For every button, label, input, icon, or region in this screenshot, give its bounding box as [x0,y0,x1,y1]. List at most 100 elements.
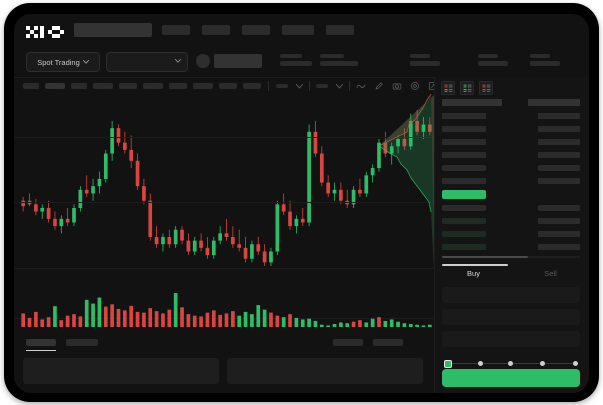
orderbook-ask-row-4-price[interactable] [442,152,486,158]
bottom-panel-left[interactable] [23,358,219,384]
nav-item-5[interactable] [326,25,354,35]
candle-body [383,142,388,154]
orderbook-bid-row-2-price[interactable] [442,218,486,224]
orderbook-ask-row-1-size[interactable] [538,113,580,119]
orderbook-ask-row-2-price[interactable] [442,126,486,132]
percent-slider[interactable] [444,359,578,368]
buy-submit-button[interactable] [442,369,580,387]
orderbook-bid-row-1-price[interactable] [442,205,486,211]
percent-stop-100[interactable] [572,360,578,366]
interval-chip-9[interactable] [219,83,237,89]
volume-bar [180,307,184,327]
orderbook-bid-row-1-size[interactable] [538,205,580,211]
orderbook-ask-row-1-price[interactable] [442,113,486,119]
candle-body [78,189,83,208]
orderbook-mode-asks[interactable] [479,81,493,95]
interval-chip-6[interactable] [143,83,163,89]
order-type-field[interactable] [442,287,580,303]
percent-slider-handle[interactable] [444,359,452,368]
interval-chip-8[interactable] [193,83,213,89]
orderbook-header-size [528,99,580,106]
interval-chip-2[interactable] [45,83,65,89]
spot-trading-dropdown[interactable]: Spot Trading [26,52,100,72]
orderbook-ask-row-2-size[interactable] [538,126,580,132]
indicator-wave-icon[interactable] [356,81,366,91]
pair-name-label[interactable] [214,54,262,68]
interval-chip-7[interactable] [169,83,187,89]
pair-select-dropdown[interactable] [106,52,188,72]
volume-bar [300,319,305,327]
candle-body [218,233,222,241]
tab-assets[interactable] [333,339,363,346]
gridline-2 [14,202,435,204]
nav-item-1[interactable] [162,25,190,35]
orderbook-bid-row-4-size[interactable] [538,244,580,250]
nav-item-3[interactable] [242,25,270,35]
volume-bar [339,322,343,327]
orderbook-bid-row-3-size[interactable] [538,231,580,237]
chevron-down-icon[interactable] [296,84,303,89]
volume-bar [231,311,235,327]
stat-last-price-value [280,61,312,66]
orderbook-ask-row-5-size[interactable] [538,165,580,171]
orderbook[interactable] [435,99,589,259]
interval-chip-3[interactable] [71,83,87,89]
orderbook-ask-row-3-size[interactable] [538,139,580,145]
interval-chip-4[interactable] [93,83,113,89]
orderbook-ask-row-6-price[interactable] [442,178,486,184]
amount-field[interactable] [442,331,580,347]
search-input[interactable] [74,23,152,37]
volume-bar [408,323,413,327]
chart-type-icon[interactable] [316,84,328,88]
orderbook-mode-bids[interactable] [460,81,474,95]
orderbook-mode-both[interactable] [441,81,455,95]
percent-stop-25[interactable] [477,360,483,366]
pencil-icon[interactable] [374,81,384,91]
camera-icon[interactable] [392,81,402,91]
percent-stop-50[interactable] [508,360,514,366]
bottom-panel-right[interactable] [227,358,423,384]
interval-chip-1[interactable] [23,83,39,89]
orderbook-ask-row-3-price[interactable] [442,139,486,145]
candle-body [211,240,216,256]
candle-body [46,207,51,219]
orderbook-ask-row-5-price[interactable] [442,165,486,171]
candle-body [396,139,400,147]
candle-body [224,233,229,237]
tab-tools[interactable] [373,339,403,346]
orderbook-bid-row-2-size[interactable] [538,218,580,224]
candle-body [167,236,172,245]
tab-order-history[interactable] [66,339,98,346]
interval-dropdown-icon[interactable] [276,84,288,88]
volume-bar [192,315,197,327]
volume-bar [116,308,121,327]
interval-chip-5[interactable] [119,83,137,89]
orderbook-scroll-thumb[interactable] [442,256,528,258]
interval-chip-10[interactable] [243,83,261,89]
okx-logo[interactable] [26,25,64,38]
candle-body [84,189,89,194]
price-field[interactable] [442,309,580,325]
orderbook-spread-row[interactable] [442,190,486,199]
depth-bid-line [379,145,432,213]
order-entry-form [435,285,589,393]
orderbook-bid-row-4-price[interactable] [442,244,486,250]
nav-item-2[interactable] [202,25,230,35]
percent-stop-75[interactable] [540,360,546,366]
nav-item-4[interactable] [282,25,314,35]
settings-gear-icon[interactable] [410,81,420,91]
orderbook-bid-row-3-price[interactable] [442,231,486,237]
price-chart[interactable] [14,94,435,335]
tab-open-orders[interactable] [26,339,56,346]
candle-body [148,200,153,237]
orderbook-scrollbar[interactable] [442,256,580,258]
chevron-down-icon[interactable] [336,84,343,89]
orderbook-ask-row-4-size[interactable] [538,152,580,158]
volume-bar [237,315,242,327]
candle-body [250,244,254,259]
volume-bar [351,321,356,327]
orderbook-ask-row-6-size[interactable] [538,178,580,184]
tab-buy[interactable]: Buy [467,269,480,278]
volume-bar [142,312,146,327]
tab-sell[interactable]: Sell [544,269,557,278]
